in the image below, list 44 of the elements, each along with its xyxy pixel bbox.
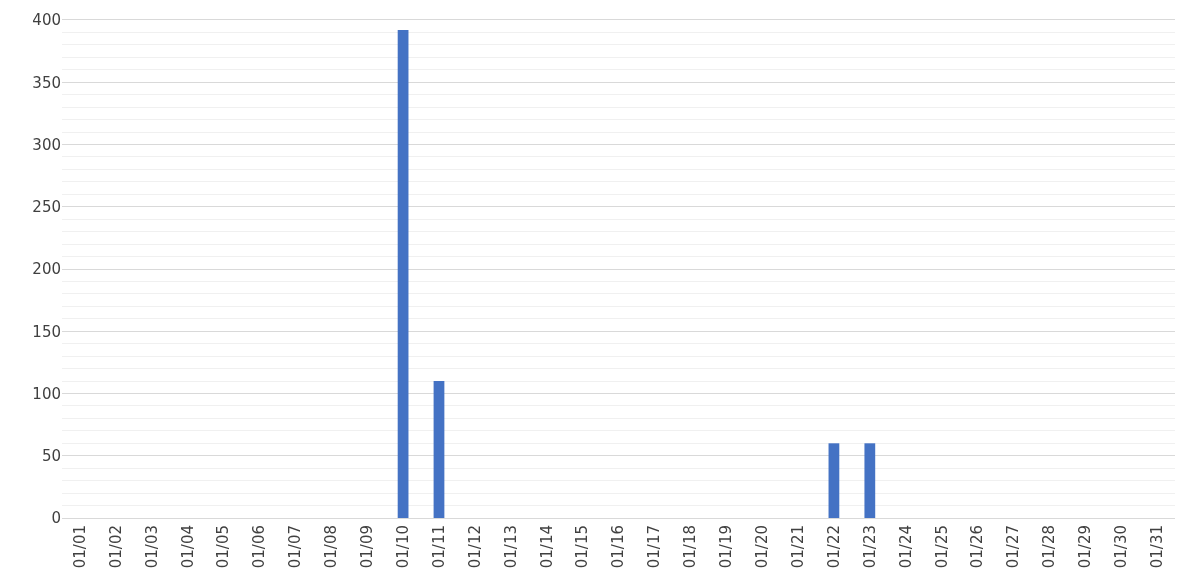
y-tick-label: 400 <box>32 11 61 30</box>
x-tick-label: 01/03 <box>142 525 161 569</box>
x-tick-label: 01/18 <box>681 525 700 569</box>
x-tick-label: 01/08 <box>322 525 341 569</box>
x-tick-label: 01/14 <box>537 525 556 569</box>
bar <box>828 443 840 518</box>
x-tick-label: 01/22 <box>824 525 843 569</box>
x-tick-label: 01/16 <box>609 525 628 569</box>
x-tick-label: 01/29 <box>1076 525 1095 569</box>
y-tick-label: 300 <box>32 135 61 154</box>
x-tick-label: 01/11 <box>429 525 448 569</box>
x-tick-label: 01/12 <box>465 525 484 569</box>
y-tick-label: 250 <box>32 198 61 216</box>
y-tick-label: 100 <box>32 384 61 403</box>
x-tick-label: 01/20 <box>752 525 771 569</box>
x-tick-label: 01/19 <box>717 525 736 569</box>
y-tick-label: 200 <box>32 260 61 279</box>
x-tick-label: 01/06 <box>250 525 269 569</box>
x-tick-label: 01/02 <box>106 525 125 569</box>
bar <box>864 443 876 518</box>
x-tick-label: 01/25 <box>932 525 951 569</box>
x-tick-label: 01/23 <box>860 525 879 569</box>
y-tick-label: 0 <box>51 509 61 528</box>
x-tick-label: 01/15 <box>573 525 592 569</box>
x-tick-label: 01/17 <box>645 525 664 569</box>
x-tick-label: 01/27 <box>1004 525 1023 569</box>
y-tick-label: 350 <box>32 73 61 92</box>
x-tick-label: 01/21 <box>788 525 807 569</box>
bar <box>433 381 445 518</box>
x-tick-label: 01/10 <box>393 525 412 569</box>
x-tick-label: 01/04 <box>178 525 197 569</box>
x-tick-label: 01/09 <box>358 525 377 569</box>
x-tick-label: 01/05 <box>214 525 233 569</box>
x-tick-label: 01/01 <box>70 525 89 569</box>
x-tick-label: 01/30 <box>1112 525 1131 569</box>
y-tick-label: 50 <box>41 447 61 465</box>
x-tick-label: 01/24 <box>896 525 915 569</box>
x-tick-label: 01/07 <box>286 525 305 569</box>
x-tick-label: 01/13 <box>501 525 520 569</box>
y-tick-label: 150 <box>32 322 61 341</box>
x-tick-label: 01/31 <box>1147 525 1166 569</box>
x-tick-label: 01/28 <box>1040 525 1059 569</box>
bar <box>397 29 409 518</box>
x-tick-label: 01/26 <box>968 525 987 569</box>
